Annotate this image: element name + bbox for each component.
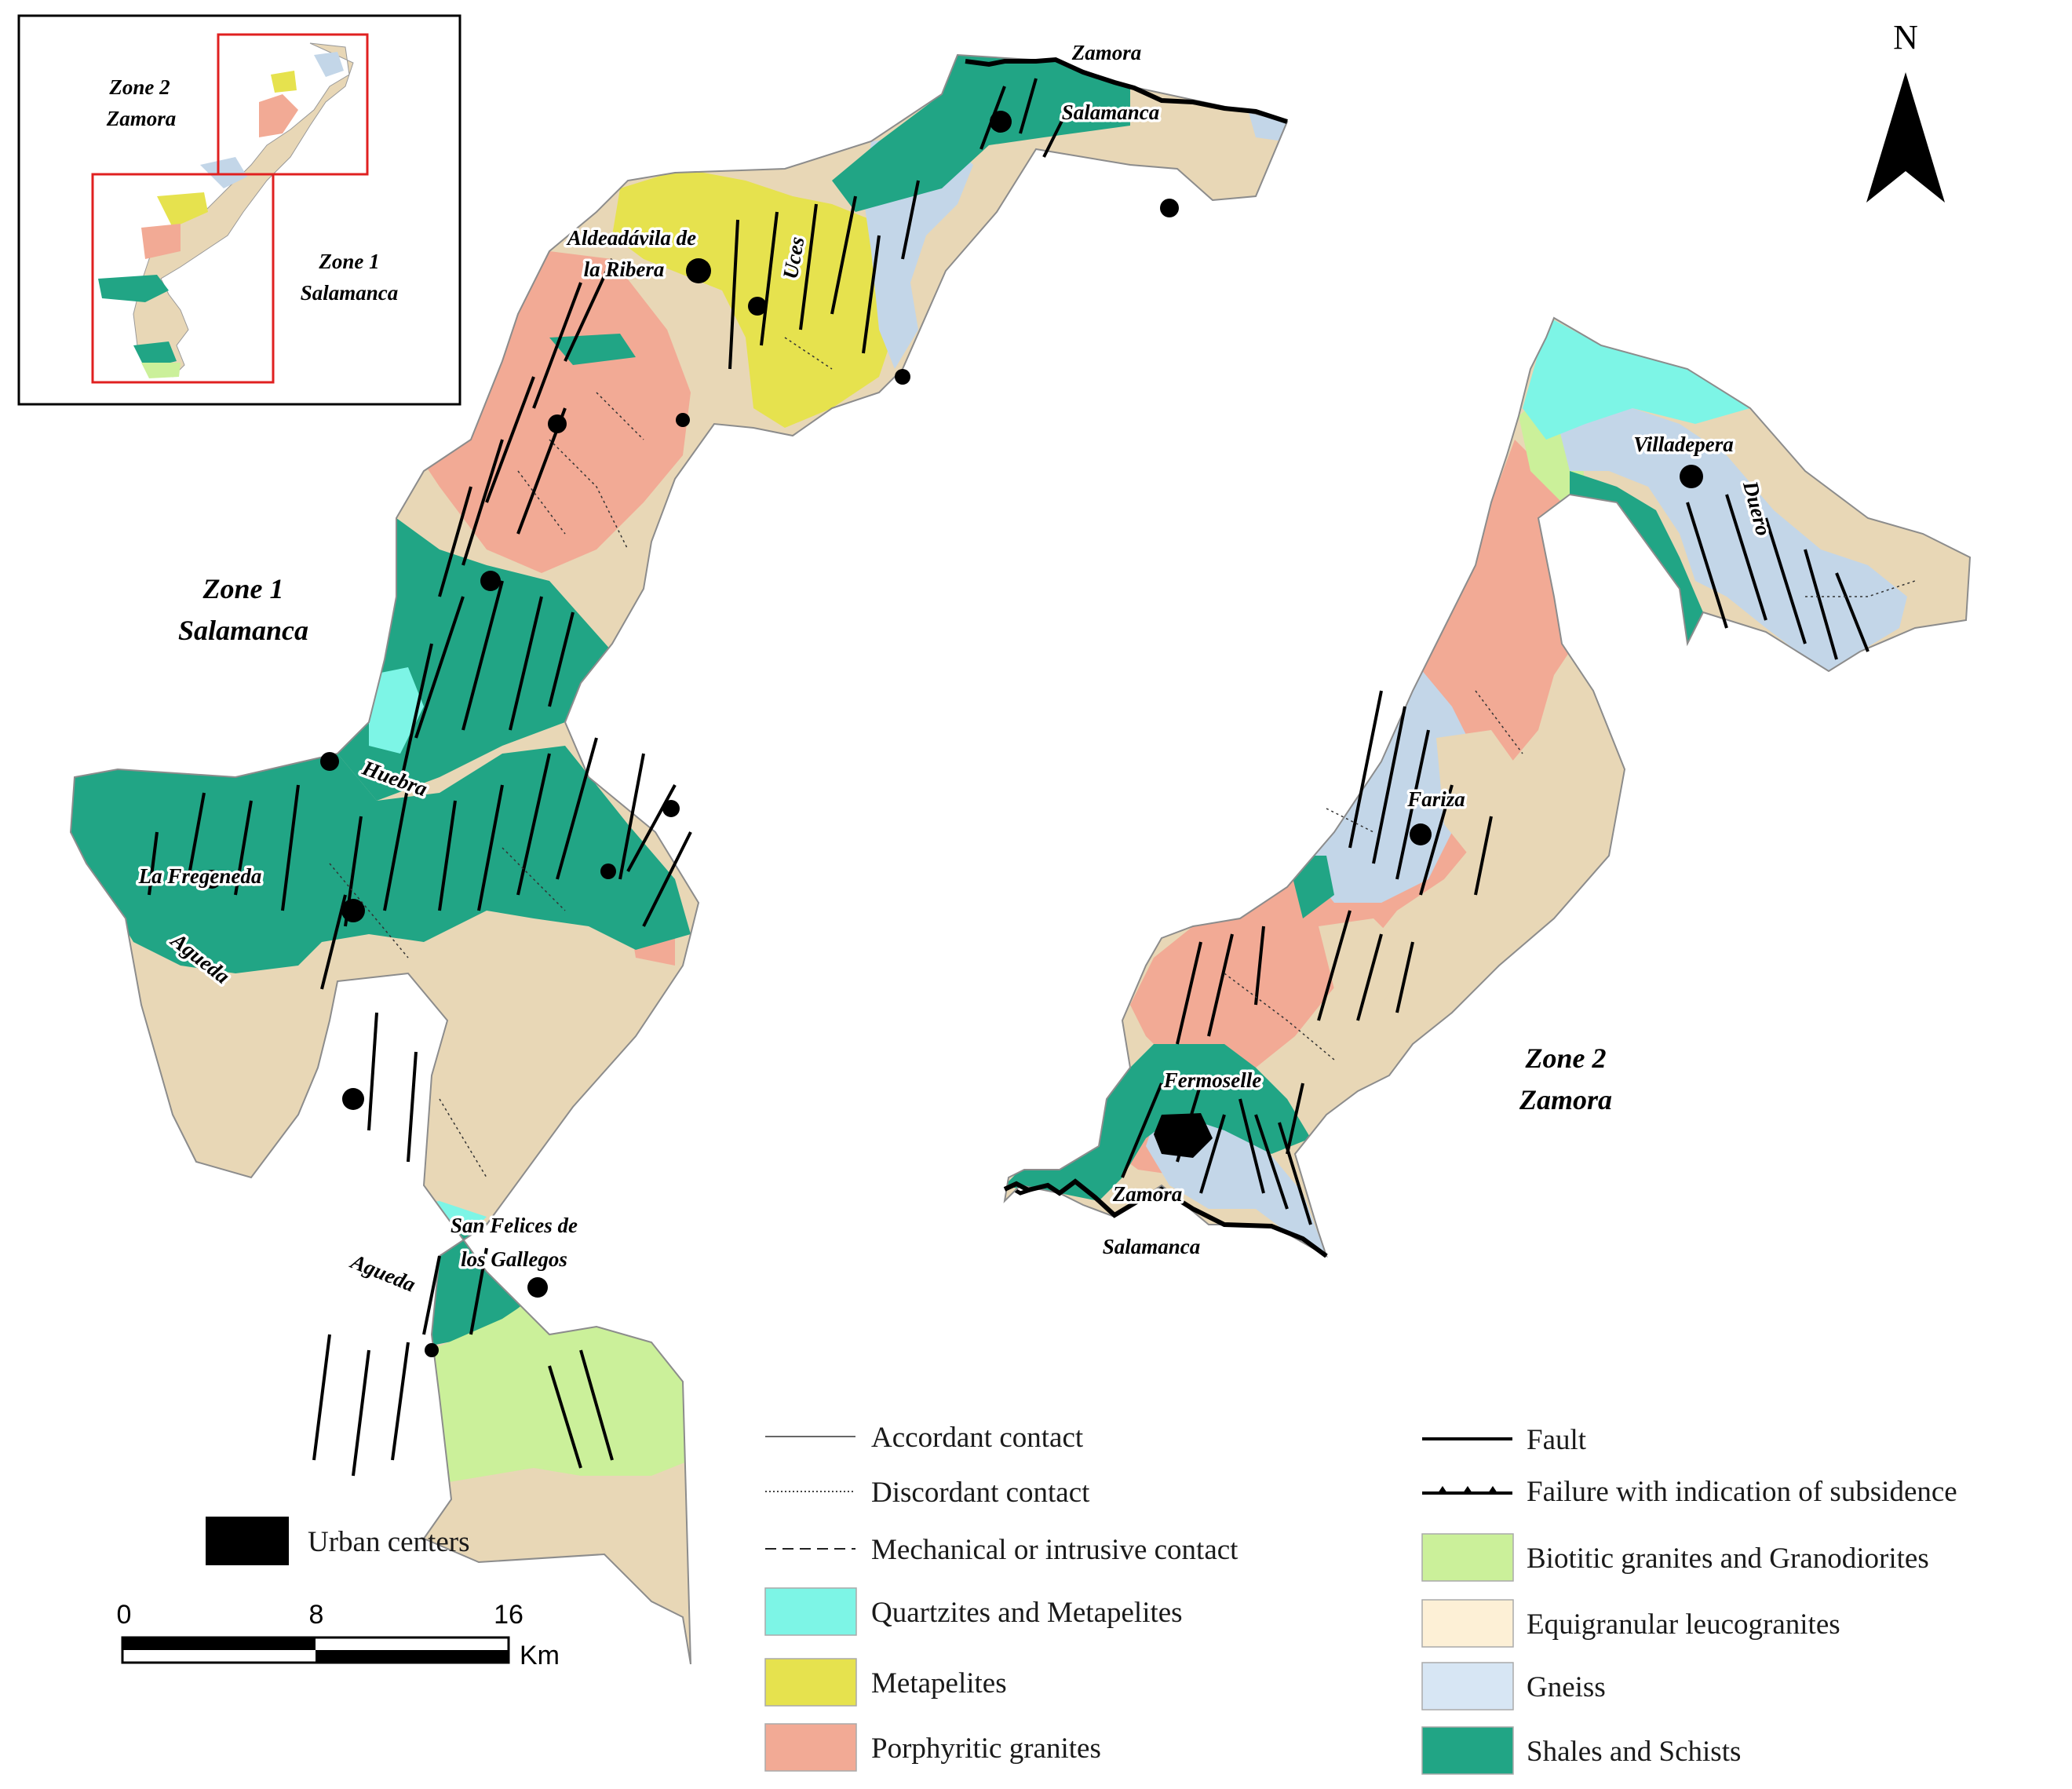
inset-zone1-line1: Zone 1 xyxy=(318,250,379,273)
scale-tick-8: 8 xyxy=(309,1600,324,1630)
inset-map: Zone 2 Zamora Zone 1 Salamanca xyxy=(19,16,460,404)
legend-discordant: Discordant contact xyxy=(871,1477,1090,1509)
urban-centers-label: Urban centers xyxy=(308,1526,469,1558)
urban-centers-legend: Urban centers xyxy=(206,1517,469,1565)
legend-failure: Failure with indication of subsidence xyxy=(1527,1476,1957,1508)
zone1-title-line1: Zone 1 xyxy=(202,573,284,604)
legend-shales: Shales and Schists xyxy=(1527,1736,1741,1768)
legend-accordant: Accordant contact xyxy=(871,1422,1084,1454)
legend-quartzites-swatch xyxy=(765,1588,856,1635)
legend-porphyritic: Porphyritic granites xyxy=(871,1732,1101,1765)
zone1-label-sanfelices-line2: los Gallegos xyxy=(461,1247,567,1271)
legend-equigranular-swatch xyxy=(1422,1600,1513,1647)
legend-metapelites: Metapelites xyxy=(871,1667,1007,1700)
zone1-label-aldeadavila-line1: Aldeadávila de xyxy=(566,226,696,250)
zone2-title-line1: Zone 2 xyxy=(1525,1042,1607,1074)
zone2-label-salamanca: Salamanca xyxy=(1103,1235,1201,1258)
zone2-label-villadepera: Villadepera xyxy=(1633,433,1734,456)
legend-fault: Fault xyxy=(1527,1424,1587,1456)
zone1-label-fregeneda: La Fregeneda xyxy=(138,864,262,888)
zone1-label-sanfelices-line1: San Felices de xyxy=(451,1214,578,1237)
inset-zone2-line1: Zone 2 xyxy=(108,75,170,99)
legend-biotitic: Biotitic granites and Granodiorites xyxy=(1527,1543,1929,1575)
inset-zone1-line2: Salamanca xyxy=(301,281,399,305)
north-arrow: N xyxy=(1866,18,1945,203)
zone2-label-fermoselle: Fermoselle xyxy=(1163,1068,1261,1092)
legend-shales-swatch xyxy=(1422,1727,1513,1774)
urban-centers-swatch xyxy=(206,1517,289,1565)
legend: Accordant contact Discordant contact Mec… xyxy=(765,1422,1957,1774)
legend-gneiss-swatch xyxy=(1422,1663,1513,1710)
north-arrow-icon xyxy=(1866,72,1945,203)
legend-quartzites: Quartzites and Metapelites xyxy=(871,1597,1183,1629)
scale-unit: Km xyxy=(520,1641,560,1670)
legend-metapelites-swatch xyxy=(765,1659,856,1706)
zone2-label-zamora: Zamora xyxy=(1112,1182,1183,1206)
zone2-title-line2: Zamora xyxy=(1519,1084,1612,1115)
legend-failure-symbol xyxy=(1422,1486,1512,1493)
legend-porphyritic-swatch xyxy=(765,1724,856,1771)
scale-bar: 0 8 16 Km xyxy=(117,1600,560,1670)
legend-mechanical: Mechanical or intrusive contact xyxy=(871,1534,1238,1566)
scale-tick-16: 16 xyxy=(494,1600,523,1630)
legend-gneiss: Gneiss xyxy=(1527,1671,1606,1703)
north-label: N xyxy=(1893,18,1918,57)
zone1-title-line2: Salamanca xyxy=(178,615,308,646)
zone1-label-agueda-2: Agueda xyxy=(346,1249,418,1297)
zone1-label-zamora: Zamora xyxy=(1071,41,1142,64)
legend-biotitic-swatch xyxy=(1422,1534,1513,1581)
legend-equigranular: Equigranular leucogranites xyxy=(1527,1608,1840,1641)
zone2-label-fariza: Fariza xyxy=(1406,787,1465,811)
zone1-label-aldeadavila-line2: la Ribera xyxy=(584,257,665,281)
scale-tick-0: 0 xyxy=(117,1600,132,1630)
zone1-label-salamanca: Salamanca xyxy=(1062,100,1160,124)
inset-zone2-line2: Zamora xyxy=(106,107,177,130)
